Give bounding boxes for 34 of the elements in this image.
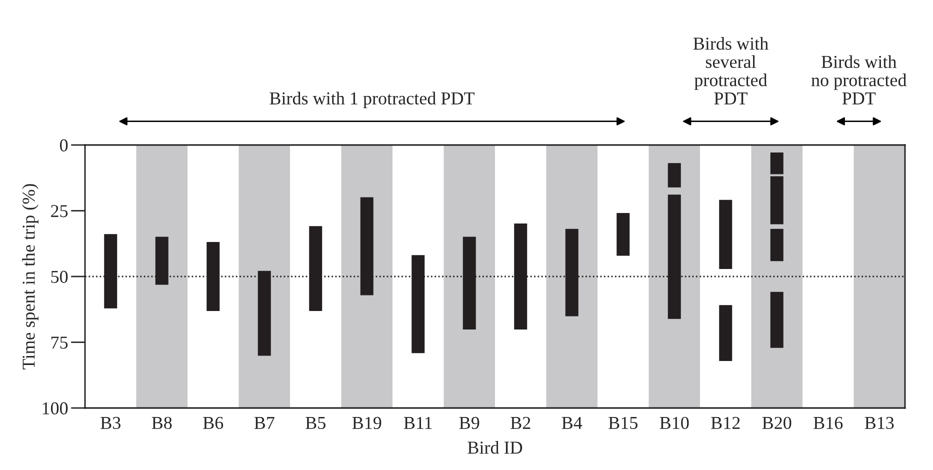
- x-tick-label: B15: [608, 416, 638, 430]
- x-tick-label: B10: [660, 416, 689, 430]
- x-tick-label: B4: [562, 416, 582, 429]
- x-tick-label: B8: [152, 416, 172, 430]
- text: Birds with 1 protracted PDT: [270, 92, 474, 108]
- x-tick-label: B16: [814, 416, 843, 430]
- y-tick-label: 100: [42, 402, 68, 414]
- bar: [770, 292, 784, 348]
- x-tick-label: B2: [510, 416, 530, 429]
- y-tick-label: 25: [51, 205, 68, 218]
- x-tick-label: B5: [306, 417, 326, 430]
- y-tick-label: 50: [51, 270, 68, 283]
- bar: [616, 213, 630, 256]
- x-tick-label: B6: [203, 416, 224, 430]
- x-tick-label: B12: [711, 416, 740, 429]
- bar: [719, 305, 732, 362]
- y-tick-label: 0: [60, 139, 68, 152]
- bar: [309, 226, 322, 312]
- x-tick-label: B3: [100, 416, 120, 430]
- bar: [770, 228, 784, 262]
- x-axis-title: Bird ID: [468, 441, 522, 454]
- y-axis-title: Time spent in the trip (%): [22, 184, 38, 370]
- bar: [719, 200, 732, 269]
- text: Birds with several protracted PDT: [693, 37, 768, 104]
- bar: [668, 163, 681, 188]
- bar: [360, 197, 374, 296]
- x-tick-label: B20: [762, 416, 792, 430]
- text: Birds with no protracted PDT: [811, 55, 907, 104]
- x-tick-label: B11: [404, 416, 432, 429]
- x-tick-label: B19: [352, 416, 382, 430]
- x-tick-label: B9: [459, 416, 480, 430]
- y-tick-label: 75: [51, 336, 68, 349]
- x-tick-label: B7: [254, 417, 274, 429]
- x-tick-label: B13: [864, 416, 894, 430]
